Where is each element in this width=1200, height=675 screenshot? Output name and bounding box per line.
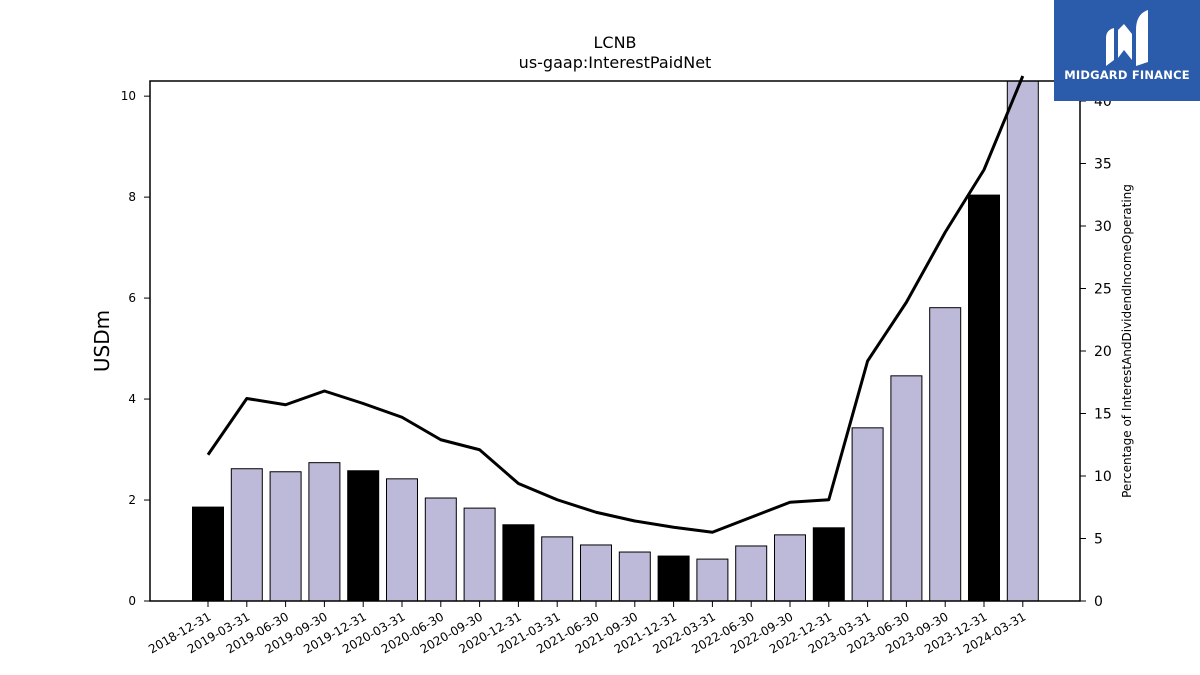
midgard-finance-logo: MIDGARD FINANCE bbox=[1054, 0, 1200, 101]
bar-2023-12-31 bbox=[968, 194, 1000, 602]
y2-tick-label: 20 bbox=[1094, 344, 1112, 360]
ratio-line bbox=[206, 75, 1025, 534]
logo-text: MIDGARD FINANCE bbox=[1064, 68, 1190, 82]
bar-2022-12-31 bbox=[812, 527, 845, 602]
y2-tick-label: 0 bbox=[1094, 594, 1103, 610]
bar-2023-09-30 bbox=[929, 307, 962, 602]
y2-tick-label: 10 bbox=[1094, 469, 1112, 485]
plot-frame bbox=[149, 80, 1081, 602]
bar-2022-03-31 bbox=[696, 558, 729, 602]
bar-2021-06-30 bbox=[580, 544, 612, 602]
bar-2019-12-31 bbox=[347, 470, 380, 602]
y2-tick-label: 25 bbox=[1094, 282, 1112, 298]
y-tick-label: 6 bbox=[128, 291, 136, 305]
y-tick-label: 0 bbox=[128, 594, 136, 608]
bar-2022-09-30 bbox=[774, 534, 806, 602]
y2-tick-label: 15 bbox=[1094, 407, 1112, 423]
logo-mark-icon bbox=[1106, 10, 1148, 66]
bar-2018-12-31 bbox=[192, 506, 224, 602]
bar-2021-03-31 bbox=[541, 536, 574, 602]
bar-2019-06-30 bbox=[269, 471, 302, 602]
bar-2020-06-30 bbox=[424, 497, 457, 602]
chart-title: LCNB bbox=[593, 33, 636, 52]
bar-2021-12-31 bbox=[657, 555, 690, 602]
bar-2020-03-31 bbox=[386, 478, 418, 602]
bar-2022-06-30 bbox=[735, 545, 768, 602]
y2-tick-label: 30 bbox=[1094, 219, 1112, 235]
y2-tick-label: 35 bbox=[1094, 157, 1112, 173]
bar-2024-03-31 bbox=[1006, 80, 1039, 602]
chart-subtitle: us-gaap:InterestPaidNet bbox=[519, 53, 712, 72]
bar-2021-09-30 bbox=[618, 551, 651, 602]
y-tick-label: 8 bbox=[128, 190, 136, 204]
y-axis-label: USDm bbox=[90, 310, 114, 372]
y-tick-label: 2 bbox=[128, 493, 136, 507]
bar-series bbox=[192, 80, 1039, 602]
y2-axis-label: Percentage of InterestAndDividendIncomeO… bbox=[1120, 184, 1134, 498]
bar-2020-12-31 bbox=[502, 524, 535, 602]
y-tick-label: 10 bbox=[121, 89, 136, 103]
bar-2023-03-31 bbox=[851, 427, 884, 602]
y-axis-left: 0 2 4 6 8 10 bbox=[121, 89, 150, 608]
bar-2023-06-30 bbox=[890, 375, 923, 602]
bar-2019-03-31 bbox=[230, 468, 263, 602]
y-tick-label: 4 bbox=[128, 392, 136, 406]
bar-2020-09-30 bbox=[463, 507, 496, 602]
y2-tick-label: 5 bbox=[1094, 532, 1103, 548]
x-axis: 2018-12-312019-03-312019-06-302019-09-30… bbox=[146, 601, 1028, 656]
line-series bbox=[206, 75, 1025, 534]
bar-2019-09-30 bbox=[308, 462, 341, 602]
